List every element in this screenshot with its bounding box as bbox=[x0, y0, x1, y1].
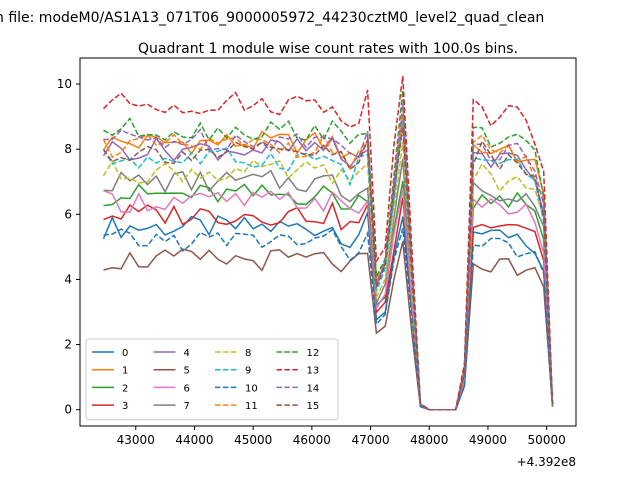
legend-label-3: 3 bbox=[122, 401, 128, 412]
legend-label-11: 11 bbox=[245, 401, 258, 412]
series-line-14 bbox=[103, 103, 554, 411]
x-tick-label: 47000 bbox=[351, 433, 389, 447]
legend-label-10: 10 bbox=[245, 383, 258, 394]
legend-label-13: 13 bbox=[307, 366, 320, 377]
legend-label-14: 14 bbox=[307, 383, 320, 394]
series-line-0 bbox=[102, 212, 554, 411]
legend-label-1: 1 bbox=[122, 366, 128, 377]
legend-label-15: 15 bbox=[307, 401, 320, 412]
y-tick-label: 8 bbox=[64, 142, 72, 156]
x-tick-label: 43000 bbox=[117, 433, 155, 447]
x-tick-label: 48000 bbox=[410, 433, 448, 447]
legend-label-12: 12 bbox=[307, 348, 320, 359]
series-line-7 bbox=[103, 158, 554, 411]
x-tick-label: 50000 bbox=[528, 433, 566, 447]
y-tick-label: 10 bbox=[57, 77, 72, 91]
x-tick-label: 49000 bbox=[469, 433, 507, 447]
y-tick-label: 2 bbox=[64, 338, 72, 352]
x-axis: 43000 44000 45000 46000 47000 48000 49000 50000 bbox=[117, 426, 566, 447]
legend-label-8: 8 bbox=[245, 348, 251, 359]
series-line-15 bbox=[102, 127, 554, 411]
legend-label-2: 2 bbox=[122, 383, 128, 394]
legend-box bbox=[85, 338, 339, 421]
y-tick-label: 6 bbox=[64, 207, 72, 221]
legend-label-7: 7 bbox=[184, 401, 190, 412]
legend-label-9: 9 bbox=[245, 366, 251, 377]
figure-suptitle: n file: modeM0/AS1A13_071T06_9000005972_… bbox=[0, 10, 544, 26]
series-line-13 bbox=[102, 75, 554, 411]
series-line-12 bbox=[103, 90, 554, 411]
y-axis: 0 2 4 6 8 10 bbox=[57, 77, 80, 417]
x-tick-label: 45000 bbox=[234, 433, 272, 447]
series-line-9 bbox=[102, 122, 554, 411]
series-line-8 bbox=[102, 141, 554, 411]
legend-label-6: 6 bbox=[184, 383, 190, 394]
legend-label-5: 5 bbox=[184, 366, 190, 377]
series-line-2 bbox=[103, 180, 554, 411]
series-line-10 bbox=[103, 228, 554, 411]
chart-title: Quadrant 1 module wise count rates with … bbox=[138, 41, 518, 57]
series-line-6 bbox=[103, 189, 554, 411]
x-tick-label: 44000 bbox=[175, 433, 213, 447]
series-line-11 bbox=[102, 114, 554, 411]
plot-frame bbox=[79, 57, 577, 427]
y-tick-label: 0 bbox=[64, 403, 72, 417]
plot-lines bbox=[102, 75, 554, 411]
legend-label-4: 4 bbox=[184, 348, 190, 359]
x-offset-label: +4.392e8 bbox=[517, 455, 576, 469]
series-line-3 bbox=[103, 197, 554, 411]
legend-label-0: 0 bbox=[122, 348, 128, 359]
series-line-5 bbox=[103, 241, 554, 411]
x-tick-label: 46000 bbox=[293, 433, 331, 447]
y-tick-label: 4 bbox=[64, 272, 72, 286]
